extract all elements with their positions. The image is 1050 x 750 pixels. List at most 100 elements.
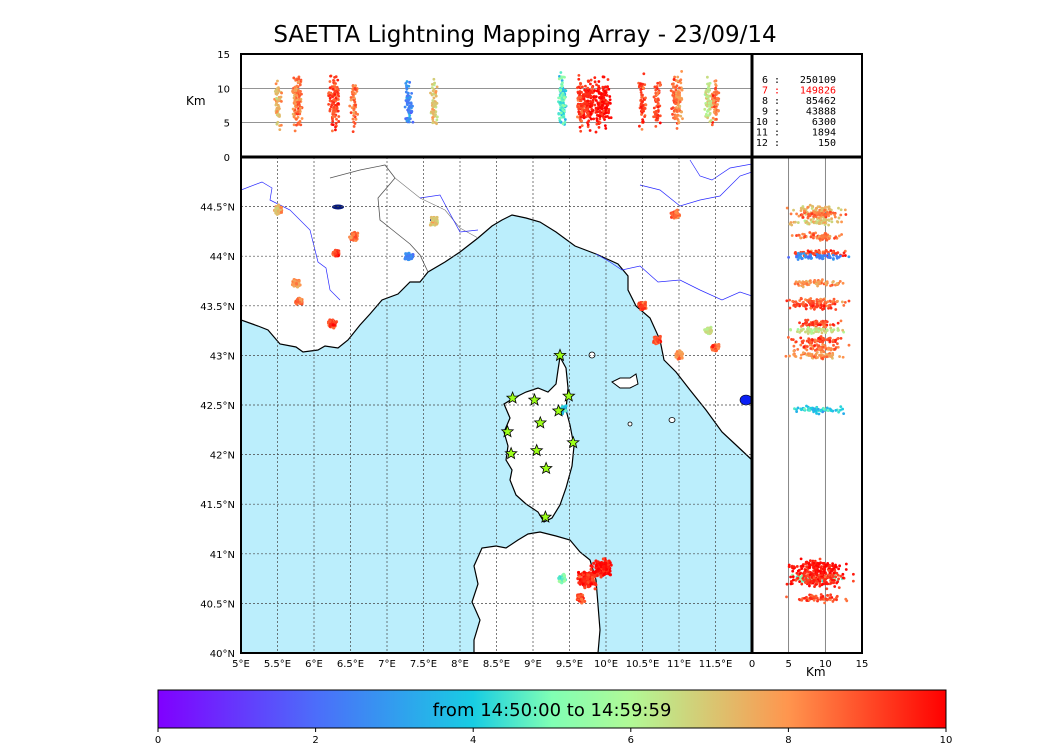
flash-point-lat-alt [805, 348, 809, 352]
flash-point-lat-alt [804, 307, 808, 311]
flash-point-lon-alt [329, 105, 333, 109]
station-count-value: 1894 [812, 128, 836, 139]
flash-point-lon-alt [597, 91, 601, 95]
flash-point-lat-alt [822, 338, 826, 341]
flash-point-lat-alt [808, 279, 812, 283]
flash-point-lat-alt [827, 252, 831, 256]
flash-point-lon-alt [584, 84, 587, 88]
flash-point-lat-alt [819, 297, 822, 301]
flash-point-lat-alt [809, 353, 813, 357]
flash-point-lat-alt [827, 346, 830, 350]
flash-point-lat-alt [796, 221, 800, 224]
flash-point-lat-alt [818, 237, 822, 241]
flash-point-lat-alt [806, 325, 810, 329]
flash-point [295, 298, 300, 302]
flash-point-lat-alt [803, 304, 807, 308]
flash-point-lon-alt [300, 92, 303, 96]
flash-point-lon-alt [596, 102, 600, 106]
flash-point-lon-alt [670, 82, 674, 86]
km-tick: 10 [819, 659, 832, 670]
flash-point-lat-alt [839, 319, 843, 323]
sardinia-island [471, 531, 601, 653]
flash-point-lon-alt [581, 93, 585, 97]
flash-point-lon-alt [600, 103, 604, 107]
flash-point-lat-alt [813, 348, 817, 352]
flash-point-lat-alt [790, 234, 794, 237]
flash-point-lon-alt [713, 93, 717, 97]
flash-point-lat-alt [829, 249, 833, 253]
map-panel: 5°E 5.5°E 6°E 6.5°E 7°E 7.5°E 8°E 8.5°E 9°E 9.5°E… [200, 156, 753, 670]
flash-point-lon-alt [297, 89, 300, 92]
flash-point [716, 346, 720, 350]
flash-point-lat-alt [838, 355, 841, 358]
flash-point-lat-alt [796, 328, 800, 331]
flash-point-lat-alt [821, 235, 825, 238]
flash-point-lon-alt [327, 92, 330, 95]
flash-point-lat-alt [815, 255, 819, 259]
flash-point-lon-alt [352, 111, 355, 115]
flash-point-lon-alt [708, 107, 712, 111]
flash-point-lat-alt [839, 336, 843, 340]
flash-point-lat-alt [799, 206, 803, 210]
flash-point-lat-alt [825, 355, 829, 359]
flash-point-lat-alt [833, 215, 837, 219]
flash-point-lat-alt [835, 598, 838, 602]
flash-point-lat-alt [843, 300, 847, 304]
flash-point [584, 582, 588, 586]
flash-point-lon-alt [585, 109, 589, 112]
flash-point-lat-alt [824, 353, 828, 356]
flash-point-lon-alt [292, 115, 296, 119]
station-count-label: 12 : [756, 138, 780, 149]
station-count-value: 150 [818, 138, 836, 149]
flash-point-lon-alt [409, 102, 413, 106]
flash-point [577, 595, 581, 599]
flash-point-lon-alt [331, 95, 335, 99]
flash-point [673, 213, 678, 217]
flash-point-lon-alt [348, 104, 352, 108]
flash-point-lat-alt [799, 353, 803, 357]
flash-point-lat-alt [792, 344, 796, 348]
flash-point-lat-alt [818, 221, 821, 224]
flash-point-lon-alt [595, 122, 599, 126]
flash-point-lat-alt [784, 354, 788, 358]
flash-point-lat-alt [804, 560, 808, 564]
flash-point-lon-alt [336, 109, 340, 113]
flash-point [586, 577, 590, 581]
flash-point-lat-alt [815, 411, 818, 415]
flash-point [607, 572, 611, 576]
flash-point-lat-alt [796, 282, 800, 286]
station-star-icon [553, 348, 567, 362]
flash-point-lon-alt [580, 119, 583, 123]
flash-point [601, 557, 606, 561]
flash-point-lat-alt [824, 232, 828, 236]
flash-point-lon-alt [675, 106, 678, 109]
flash-point-lat-alt [826, 300, 830, 304]
flash-point-lon-alt [640, 113, 643, 116]
flash-point-lat-alt [824, 237, 828, 241]
flash-point-lat-alt [825, 580, 828, 584]
flash-point-lon-alt [560, 79, 564, 82]
flash-point-lat-alt [826, 593, 829, 597]
flash-point-lon-alt [276, 90, 280, 94]
flash-point-lat-alt [811, 572, 814, 575]
flash-point-lat-alt [844, 597, 848, 601]
flash-point-lat-alt [810, 207, 814, 210]
corsica-island [503, 355, 575, 523]
lon-tick-label: 6°E [305, 659, 323, 670]
station-star-icon [529, 443, 544, 457]
flash-point-lat-alt [814, 352, 818, 356]
flash-point-lat-alt [826, 212, 830, 216]
flash-point-lon-alt [334, 128, 337, 132]
flash-point-lon-alt [296, 100, 299, 104]
flash-point-lon-alt [641, 86, 645, 90]
flash-point-lat-alt [815, 298, 819, 302]
flash-point-lon-alt [715, 117, 718, 121]
flash-point-lon-alt [579, 106, 583, 110]
flash-point-lat-alt [789, 582, 793, 586]
flash-point-lat-alt [842, 412, 846, 416]
flash-point-lon-alt [678, 86, 681, 90]
flash-point-lat-alt [847, 299, 851, 303]
flash-point-lat-alt [795, 302, 799, 306]
flash-point-lat-alt [827, 223, 830, 227]
station-count-label: 8 : [762, 96, 780, 107]
